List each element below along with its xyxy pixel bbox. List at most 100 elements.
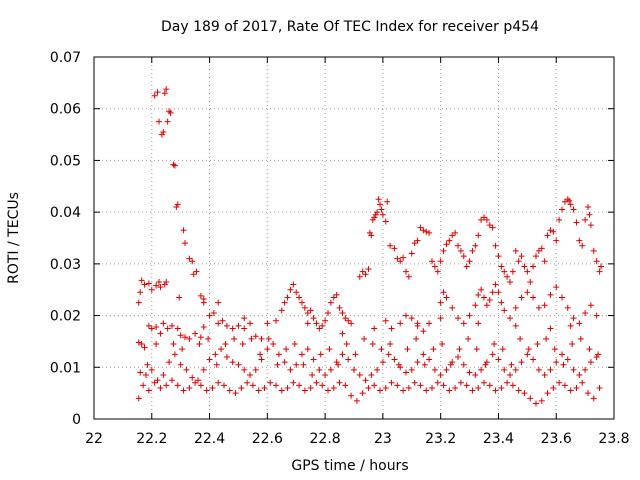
data-point: [437, 372, 444, 379]
data-point: [431, 366, 438, 373]
data-point: [164, 325, 171, 332]
data-point: [206, 312, 213, 319]
data-point: [356, 372, 363, 379]
data-point: [564, 304, 571, 311]
data-point: [491, 341, 498, 348]
data-point: [274, 361, 281, 368]
data-point: [483, 302, 490, 309]
data-point: [293, 361, 300, 368]
data-point: [547, 325, 554, 332]
data-point: [307, 384, 314, 391]
data-point: [460, 253, 467, 260]
data-point: [291, 341, 298, 348]
data-point: [235, 322, 242, 329]
data-point: [301, 387, 308, 394]
data-point: [148, 325, 155, 332]
data-point: [356, 273, 363, 280]
data-point: [460, 361, 467, 368]
data-point: [596, 268, 603, 275]
data-point: [257, 351, 264, 358]
data-point: [423, 387, 430, 394]
data-point: [343, 341, 350, 348]
data-point: [547, 366, 554, 373]
data-point: [495, 253, 502, 260]
data-point: [206, 356, 213, 363]
data-point: [501, 268, 508, 275]
data-point: [593, 258, 600, 265]
data-point: [231, 335, 238, 342]
data-point: [400, 387, 407, 394]
data-point: [507, 315, 513, 322]
data-point: [222, 341, 229, 348]
data-point: [457, 379, 464, 386]
data-point: [135, 395, 142, 402]
data-point: [319, 322, 326, 329]
data-point: [405, 384, 412, 391]
data-point: [369, 341, 376, 348]
data-point: [382, 218, 389, 225]
data-point: [455, 242, 461, 249]
data-point: [241, 315, 248, 322]
data-point: [335, 361, 342, 368]
data-point: [362, 377, 369, 384]
data-point: [414, 237, 421, 244]
data-point: [313, 320, 320, 327]
data-point: [252, 366, 259, 373]
data-point: [316, 366, 323, 373]
data-point: [388, 325, 395, 332]
data-point: [325, 309, 331, 316]
data-point: [397, 364, 404, 371]
data-point: [174, 201, 181, 208]
data-point: [203, 387, 210, 394]
data-point: [431, 263, 438, 270]
data-point: [478, 366, 485, 373]
data-point: [417, 382, 424, 389]
data-point: [138, 277, 145, 284]
data-point: [515, 387, 522, 394]
data-point: [413, 335, 420, 342]
data-point: [180, 227, 187, 234]
data-point: [543, 335, 550, 342]
data-point: [577, 335, 584, 342]
data-point: [232, 390, 239, 397]
data-point: [498, 299, 505, 306]
data-point: [465, 335, 472, 342]
data-point: [148, 366, 155, 373]
data-point: [387, 341, 394, 348]
data-point: [215, 299, 222, 306]
x-tick-label: 22.6: [252, 431, 283, 447]
data-point: [452, 229, 459, 236]
data-point: [391, 356, 398, 363]
data-point: [241, 325, 248, 332]
data-point: [351, 366, 357, 373]
data-point: [443, 366, 450, 373]
data-point: [551, 346, 558, 353]
data-point: [273, 317, 279, 324]
data-point: [469, 247, 476, 254]
data-point: [403, 369, 409, 376]
data-point: [478, 286, 485, 293]
x-tick-labels: 22 22.2 22.4 22.6 22.8 23 23.2 23.4 23.6…: [85, 431, 630, 447]
data-point: [449, 359, 456, 366]
x-tick-label: 22.8: [310, 431, 341, 447]
data-point: [189, 374, 196, 381]
data-point: [512, 247, 519, 254]
data-point: [290, 379, 297, 386]
data-point: [547, 227, 554, 234]
data-point: [169, 377, 175, 384]
data-point: [281, 359, 288, 366]
data-point: [378, 346, 385, 353]
y-axis-label: ROTI / TECUs: [6, 192, 22, 284]
data-point: [535, 247, 542, 254]
data-point: [439, 341, 446, 348]
data-point: [339, 330, 346, 337]
data-point: [336, 379, 343, 386]
data-point: [573, 384, 580, 391]
data-point: [353, 397, 360, 404]
data-point: [157, 330, 164, 337]
data-point: [530, 356, 537, 363]
data-point: [559, 206, 565, 213]
data-point: [322, 317, 329, 324]
data-point: [247, 320, 253, 327]
data-point: [336, 304, 343, 311]
